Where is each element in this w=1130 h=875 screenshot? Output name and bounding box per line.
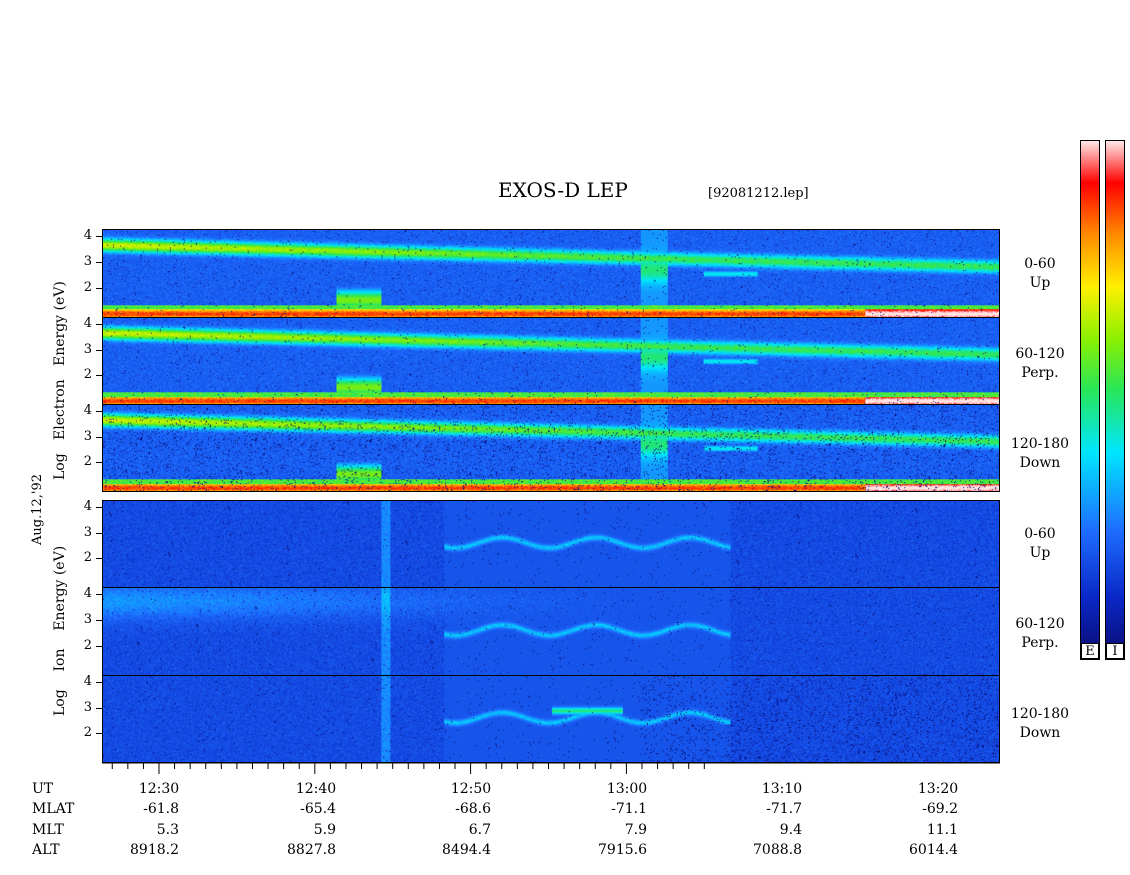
ut-value: 13:10 <box>761 781 803 797</box>
electron-down-panel <box>102 404 1000 492</box>
alt-value: 6014.4 <box>909 842 958 858</box>
panel-label-e-down: 120-180 Down <box>1010 436 1070 471</box>
y-tick-mark <box>96 287 102 289</box>
y-tick-label: 2 <box>83 725 92 741</box>
y-tick-mark <box>96 619 102 621</box>
alt-value: 8918.2 <box>130 842 179 858</box>
mlat-value: -68.6 <box>455 801 491 817</box>
y-tick-label: 4 <box>83 228 92 244</box>
panel-label-i-down: 120-180 Down <box>1010 706 1070 741</box>
y-tick-mark <box>96 236 102 238</box>
y-tick-label: 4 <box>83 586 92 602</box>
ion-perp-spectrogram <box>103 588 999 675</box>
y-tick-label: 2 <box>83 637 92 653</box>
ut-value: 12:40 <box>295 781 337 797</box>
ut-row-label: UT <box>32 781 54 797</box>
y-tick-mark <box>96 733 102 735</box>
mlt-value: 6.7 <box>468 822 491 838</box>
y-tick-mark <box>96 507 102 509</box>
electron-colorbar <box>1080 140 1100 660</box>
ion-up-panel <box>102 500 1000 588</box>
ut-value: 13:20 <box>917 781 959 797</box>
ion-colorbar <box>1105 140 1125 660</box>
y-tick-label: 3 <box>83 428 92 444</box>
electron-up-spectrogram <box>103 230 999 317</box>
panel-label-e-up: 0-60 Up <box>1024 256 1056 291</box>
y-tick-mark <box>96 682 102 684</box>
y-tick-mark <box>96 707 102 709</box>
mlt-value: 11.1 <box>926 822 958 838</box>
electron-colorbar-gradient <box>1081 141 1099 659</box>
y-tick-label: 4 <box>83 499 92 515</box>
ut-value: 12:30 <box>138 781 180 797</box>
electron-down-spectrogram <box>103 405 999 491</box>
electron-up-panel <box>102 229 1000 318</box>
ion-up-spectrogram <box>103 501 999 587</box>
mlat-value: -71.7 <box>766 801 802 817</box>
mlat-value: -61.8 <box>143 801 179 817</box>
chart-title: EXOS-D LEP <box>498 178 628 202</box>
y-tick-label: 3 <box>83 253 92 269</box>
colorbar-label-e: E <box>1081 643 1099 659</box>
y-tick-mark <box>96 375 102 377</box>
alt-value: 7915.6 <box>598 842 647 858</box>
y-tick-mark <box>96 436 102 438</box>
y-tick-mark <box>96 324 102 326</box>
panel-label-i-up: 0-60 Up <box>1024 526 1056 561</box>
mlt-value: 7.9 <box>624 822 647 838</box>
file-name: [92081212.lep] <box>708 186 809 201</box>
date-label: Aug.12,'92 <box>30 473 45 545</box>
y-tick-label: 4 <box>83 316 92 332</box>
mlt-value: 5.9 <box>313 822 336 838</box>
y-tick-label: 2 <box>83 279 92 295</box>
alt-value: 8827.8 <box>287 842 336 858</box>
mlat-row-label: MLAT <box>32 801 75 817</box>
colorbar-label-i: I <box>1106 643 1124 659</box>
panel-label-e-perp: 60-120 Perp. <box>1015 346 1065 381</box>
ion-axis-label: Log Ion Energy (eV) <box>52 545 68 716</box>
ion-down-panel <box>102 675 1000 763</box>
y-tick-mark <box>96 411 102 413</box>
y-tick-label: 4 <box>83 674 92 690</box>
x-axis <box>102 762 1000 774</box>
y-tick-label: 4 <box>83 403 92 419</box>
electron-perp-panel <box>102 317 1000 405</box>
y-tick-label: 2 <box>83 550 92 566</box>
electron-axis-label: Log Electron Energy (eV) <box>52 281 68 480</box>
mlat-value: -65.4 <box>300 801 336 817</box>
alt-value: 7088.8 <box>753 842 802 858</box>
alt-row-label: ALT <box>32 842 60 858</box>
y-tick-mark <box>96 462 102 464</box>
y-tick-label: 2 <box>83 367 92 383</box>
y-tick-mark <box>96 261 102 263</box>
y-tick-mark <box>96 645 102 647</box>
y-tick-label: 3 <box>83 341 92 357</box>
mlt-value: 5.3 <box>156 822 179 838</box>
mlt-value: 9.4 <box>779 822 802 838</box>
y-tick-mark <box>96 558 102 560</box>
y-tick-mark <box>96 532 102 534</box>
ion-colorbar-gradient <box>1106 141 1124 659</box>
mlat-value: -71.1 <box>611 801 647 817</box>
y-tick-mark <box>96 349 102 351</box>
ut-value: 12:50 <box>450 781 492 797</box>
ion-down-spectrogram <box>103 676 999 762</box>
y-tick-label: 3 <box>83 699 92 715</box>
ut-value: 13:00 <box>606 781 648 797</box>
y-tick-label: 3 <box>83 611 92 627</box>
ion-perp-panel <box>102 587 1000 676</box>
alt-value: 8494.4 <box>442 842 491 858</box>
y-tick-label: 2 <box>83 454 92 470</box>
y-tick-label: 3 <box>83 524 92 540</box>
electron-perp-spectrogram <box>103 318 999 404</box>
mlt-row-label: MLT <box>32 822 64 838</box>
y-tick-mark <box>96 594 102 596</box>
mlat-value: -69.2 <box>922 801 958 817</box>
panel-label-i-perp: 60-120 Perp. <box>1015 616 1065 651</box>
